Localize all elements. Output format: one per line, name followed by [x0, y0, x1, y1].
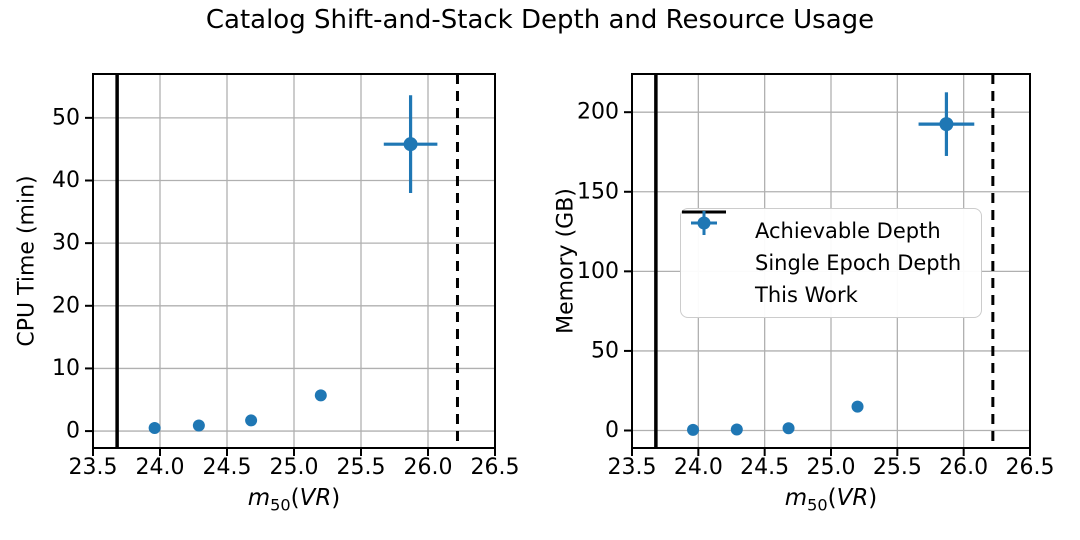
x-tick-label: 24.0	[136, 455, 185, 480]
x-tick-label: 24.0	[674, 455, 723, 480]
tick-labels: 23.5 24.0 24.5 25.0 25.5 26.0 26.5 0 50 100 150 200	[577, 100, 1054, 481]
y-tick-label: 0	[605, 418, 619, 443]
y-tick-label: 150	[577, 179, 619, 204]
left-y-axis-label: CPU Time (min)	[14, 175, 40, 347]
x-tick-label: 26.0	[404, 455, 453, 480]
x-tick-label: 24.5	[740, 455, 789, 480]
y-tick-label: 200	[577, 100, 619, 125]
legend-item-achievable-depth: Achievable Depth	[682, 210, 968, 243]
data-point	[403, 137, 418, 152]
y-tick-label: 50	[591, 338, 619, 363]
data-point	[192, 419, 205, 432]
data-point	[851, 400, 864, 413]
xlabel-subscript: 50	[270, 495, 291, 515]
xlabel-symbol: m	[784, 485, 808, 511]
y-tick-label: 100	[577, 259, 619, 284]
tick-labels: 23.5 24.0 24.5 25.0 25.5 26.0 26.5 0 10 20 30 40 50	[52, 105, 519, 480]
legend: Achievable Depth Single Epoch Depth This…	[680, 208, 982, 318]
xlabel-paren-close: )	[868, 485, 878, 511]
gridlines	[92, 74, 496, 448]
y-tick-label: 40	[52, 168, 80, 193]
y-tick-label: 30	[52, 231, 80, 256]
data-point	[687, 423, 700, 436]
series-points	[148, 95, 438, 434]
data-point	[148, 421, 161, 434]
x-tick-label: 23.5	[608, 455, 657, 480]
xlabel-subscript: 50	[807, 495, 828, 515]
x-tick-label: 26.5	[471, 455, 520, 480]
x-tick-label: 25.0	[807, 455, 856, 480]
y-tick-label: 10	[52, 356, 80, 381]
xlabel-variable: VR	[836, 485, 869, 511]
x-tick-label: 24.5	[203, 455, 252, 480]
xlabel-paren-close: )	[331, 485, 341, 511]
data-point	[730, 423, 743, 436]
xlabel-paren-open: (	[827, 485, 837, 511]
xlabel-variable: VR	[299, 485, 332, 511]
data-point	[782, 422, 795, 435]
data-point	[245, 414, 258, 427]
x-tick-label: 26.0	[939, 455, 988, 480]
xlabel-symbol: m	[247, 485, 271, 511]
data-point	[314, 389, 327, 402]
y-tick-label: 0	[66, 419, 80, 444]
subplot-0: 23.5 24.0 24.5 25.0 25.5 26.0 26.5 0 10 20 30 40 50	[52, 73, 519, 480]
y-tick-label: 50	[52, 105, 80, 130]
figure-title: Catalog Shift-and-Stack Depth and Resour…	[205, 5, 875, 35]
x-tick-label: 25.0	[270, 455, 319, 480]
data-point	[939, 117, 954, 132]
xlabel-paren-open: (	[290, 485, 300, 511]
x-tick-label: 23.5	[69, 455, 118, 480]
legend-item-single-epoch-depth: Single Epoch Depth	[682, 210, 968, 275]
x-tick-label: 26.5	[1006, 455, 1055, 480]
x-tick-label: 25.5	[873, 455, 922, 480]
series-points	[687, 92, 975, 436]
legend-item-label: Single Epoch Depth	[755, 251, 962, 275]
legend-item-label: Achievable Depth	[755, 219, 941, 243]
right-x-axis-label: m50(VR)	[785, 485, 878, 515]
left-x-axis-label: m50(VR)	[248, 485, 341, 515]
x-tick-label: 25.5	[337, 455, 386, 480]
legend-item-label: This Work	[755, 283, 858, 307]
legend-item-this-work: This Work	[691, 211, 968, 307]
y-tick-label: 20	[52, 293, 80, 318]
right-y-axis-label: Memory (GB)	[553, 188, 579, 334]
